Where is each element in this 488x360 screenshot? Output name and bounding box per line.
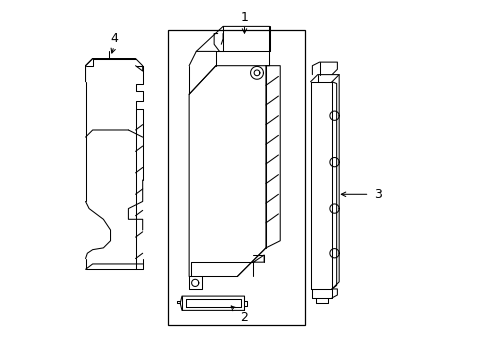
Text: 2: 2	[240, 311, 248, 324]
Text: 3: 3	[374, 188, 382, 201]
Bar	[167, 30, 305, 325]
Text: 1: 1	[240, 11, 248, 24]
Text: 4: 4	[110, 32, 118, 45]
